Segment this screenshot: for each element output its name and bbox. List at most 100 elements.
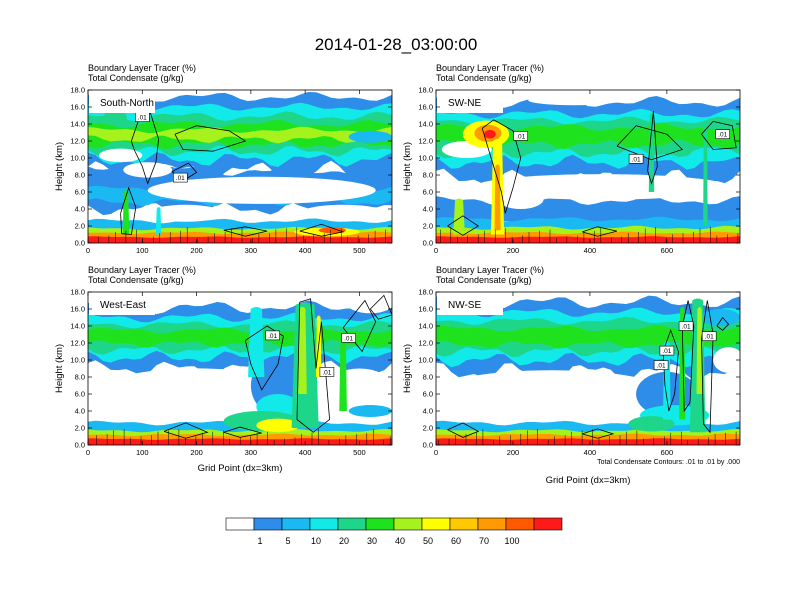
colorbar-label: 20: [339, 536, 349, 546]
y-tick-label: 12.0: [70, 339, 85, 348]
panel-label: SW-NE: [437, 91, 503, 113]
colorbar-label: 100: [504, 536, 519, 546]
panel-south-north: Boundary Layer Tracer (%) Total Condensa…: [54, 63, 393, 255]
panel-header-shading: Boundary Layer Tracer (%): [88, 265, 196, 275]
contour-label: .01: [319, 367, 335, 377]
panel-header-shading: Boundary Layer Tracer (%): [436, 265, 544, 275]
contour-label-text: .01: [322, 369, 331, 376]
colorbar-label: 70: [479, 536, 489, 546]
y-tick-label: 6.0: [423, 390, 433, 399]
condensate-contour: [616, 125, 684, 161]
condensate-contour: [662, 329, 679, 412]
contour-label: .01: [715, 129, 731, 139]
contour-label-text: .01: [718, 132, 727, 139]
condensate-contour: [447, 422, 480, 438]
y-axis-label: Height (km): [54, 344, 65, 393]
x-tick-label: 200: [190, 246, 203, 255]
contour-info-note: Total Condensate Contours: .01 to .01 by…: [597, 459, 740, 466]
y-tick-label: 18.0: [70, 288, 85, 297]
x-tick-label: 500: [353, 448, 366, 457]
y-tick-label: 14.0: [418, 322, 433, 331]
tracer-region: [497, 188, 544, 209]
y-tick-label: 8.0: [75, 171, 85, 180]
x-tick-label: 200: [190, 448, 203, 457]
x-tick-label: 400: [584, 246, 597, 255]
x-tick-label: 0: [434, 246, 438, 255]
contour-label-text: .01: [176, 175, 185, 182]
condensate-contour: [245, 325, 284, 391]
plot-area: .01 .01 .01 .01: [436, 292, 740, 445]
panel-sw-ne: Boundary Layer Tracer (%) Total Condensa…: [402, 63, 741, 255]
colorbar-swatch: [477, 517, 507, 531]
convective-column: [696, 307, 703, 394]
colorbar-label: 10: [311, 536, 321, 546]
condensate-contour: [701, 300, 714, 434]
y-tick-label: 2.0: [423, 222, 433, 231]
x-tick-label: 0: [86, 246, 90, 255]
condensate-contour: [681, 300, 695, 413]
contour-label: .01: [173, 172, 188, 183]
condensate-contour: [582, 226, 618, 237]
condensate-contour: [120, 186, 137, 235]
x-tick-label: 0: [434, 448, 438, 457]
tracer-layer: [88, 236, 392, 243]
y-tick-label: 2.0: [423, 424, 433, 433]
colorbar-label: 30: [367, 536, 377, 546]
convective-column: [155, 207, 162, 235]
y-tick-label: 6.0: [75, 390, 85, 399]
tracer-region: [345, 292, 392, 314]
tracer-region: [348, 130, 392, 143]
x-tick-label: 200: [507, 246, 520, 255]
panel-label-text: West-East: [100, 300, 146, 311]
condensate-contour: [481, 119, 522, 214]
tracer-layer: [436, 123, 740, 150]
y-tick-label: 18.0: [418, 288, 433, 297]
tracer-region: [98, 148, 143, 163]
condensate-contour: [342, 299, 377, 353]
x-tick-label: 500: [353, 246, 366, 255]
y-tick-label: 18.0: [418, 86, 433, 95]
x-tick-label: 400: [299, 448, 312, 457]
y-tick-label: 8.0: [75, 373, 85, 382]
panel-label: West-East: [89, 293, 155, 315]
colorbar-swatch: [393, 517, 423, 531]
condensate-contour: [716, 316, 730, 331]
x-tick-label: 600: [661, 246, 674, 255]
condensate-contour: [163, 422, 209, 439]
tracer-region: [436, 370, 667, 415]
contour-label-text: .01: [657, 363, 666, 370]
tracer-region: [484, 129, 496, 139]
y-tick-label: 8.0: [423, 171, 433, 180]
convective-column: [703, 122, 708, 226]
y-tick-label: 0.0: [75, 441, 85, 450]
y-tick-label: 12.0: [418, 339, 433, 348]
colorbar-label: 50: [423, 536, 433, 546]
plot-frame: [87, 89, 393, 244]
tracer-region: [528, 95, 621, 106]
y-tick-label: 8.0: [423, 373, 433, 382]
contour-label-text: .01: [705, 334, 714, 341]
x-tick-label: 100: [136, 246, 149, 255]
colorbar-label: 40: [395, 536, 405, 546]
convective-column: [248, 307, 265, 377]
plot-frame: [435, 291, 741, 446]
contour-label-text: .01: [632, 156, 641, 163]
y-tick-label: 4.0: [423, 407, 433, 416]
condensate-contour: [174, 125, 247, 152]
condensate-contour: [369, 294, 392, 320]
contour-label: .01: [341, 333, 356, 343]
x-tick-label: 400: [299, 246, 312, 255]
y-tick-label: 10.0: [70, 356, 85, 365]
panel-header-contour: Total Condensate (g/kg): [88, 73, 184, 83]
panel-west-east: Boundary Layer Tracer (%) Total Condensa…: [54, 265, 393, 474]
colorbar-swatch: [309, 517, 339, 531]
colorbar-swatch: [505, 517, 535, 531]
contour-label-text: .01: [268, 333, 277, 340]
y-tick-label: 2.0: [75, 222, 85, 231]
contour-label: .01: [653, 360, 669, 370]
y-tick-label: 6.0: [75, 188, 85, 197]
x-tick-label: 100: [136, 448, 149, 457]
y-tick-label: 0.0: [423, 239, 433, 248]
convective-column: [339, 332, 347, 411]
